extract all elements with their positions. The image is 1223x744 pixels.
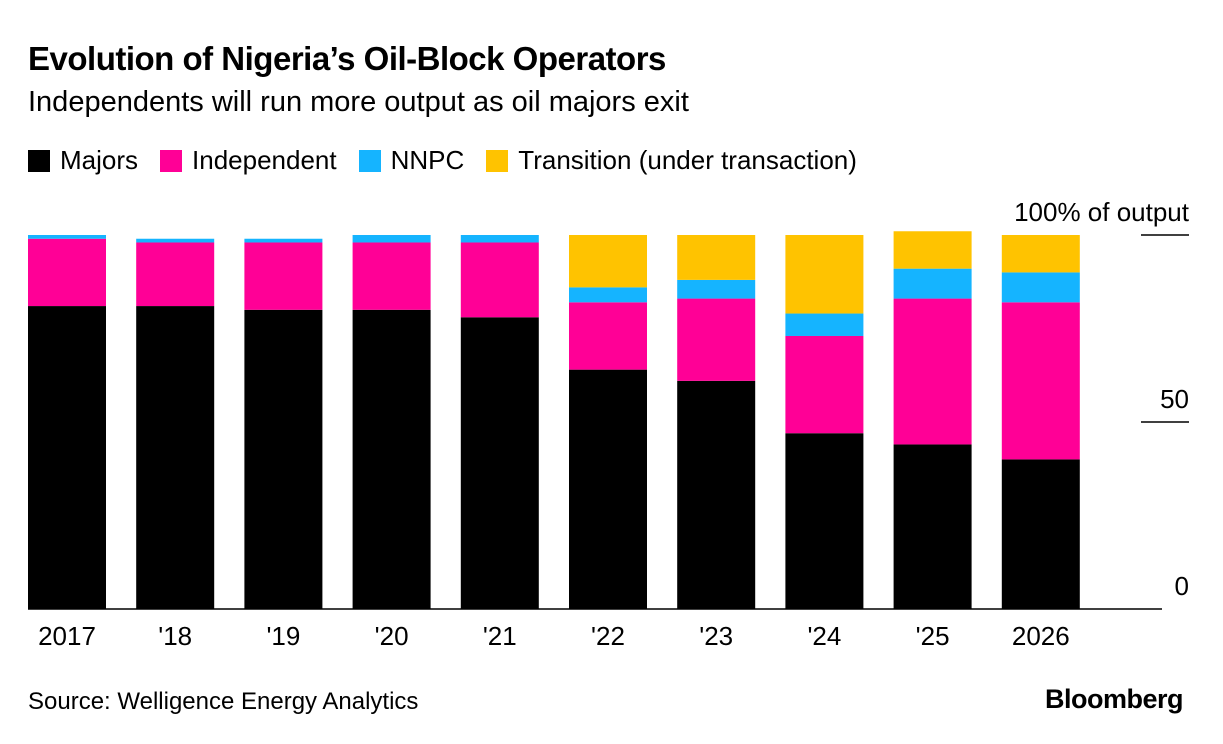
legend-swatch-nnpc <box>358 149 381 172</box>
legend-label-transition: Transition (under transaction) <box>518 145 857 175</box>
bar-segment-transition-8 <box>893 231 972 269</box>
bar-segment-nnpc-1 <box>136 238 215 243</box>
x-tick-label: '21 <box>483 621 517 651</box>
x-tick-label: '23 <box>699 621 733 651</box>
bar-segment-nnpc-5 <box>569 287 647 303</box>
bar-segment-transition-7 <box>785 235 864 314</box>
bar-segment-nnpc-3 <box>352 235 431 243</box>
bar-segment-transition-9 <box>1001 235 1080 273</box>
legend-swatch-majors <box>28 149 50 172</box>
x-tick-label: 2017 <box>38 621 96 651</box>
x-tick-label: '24 <box>807 621 841 651</box>
x-tick-label: '22 <box>591 621 625 651</box>
bar-segment-transition-5 <box>569 235 647 288</box>
bar-segment-majors-0 <box>28 306 106 609</box>
legend-swatch-transition <box>486 149 509 172</box>
bar-segment-independent-4 <box>460 242 539 318</box>
bar-segment-nnpc-0 <box>28 235 106 239</box>
bar-segment-majors-1 <box>136 306 215 609</box>
bar-segment-majors-7 <box>785 433 864 609</box>
x-tick-label: 2026 <box>1012 621 1070 651</box>
bar-segment-majors-6 <box>677 380 756 609</box>
bar-segment-independent-1 <box>136 242 215 307</box>
legend-item-nnpc: NNPC <box>358 145 465 176</box>
x-tick-label: '18 <box>158 621 192 651</box>
bar-segment-independent-5 <box>569 302 647 370</box>
bar-segment-majors-5 <box>569 369 647 609</box>
chart-title: Evolution of Nigeria’s Oil-Block Operato… <box>28 40 666 77</box>
legend-label-independent: Independent <box>192 145 337 175</box>
bar-segment-independent-9 <box>1001 302 1080 460</box>
legend-label-nnpc: NNPC <box>390 145 465 175</box>
x-tick-label: '20 <box>375 621 409 651</box>
y-tick-label: 50 <box>1160 384 1189 414</box>
bar-segment-nnpc-6 <box>677 279 756 299</box>
bar-segment-nnpc-8 <box>893 268 972 299</box>
bar-segment-majors-9 <box>1001 459 1080 609</box>
bar-segment-transition-6 <box>677 235 756 280</box>
bar-segment-nnpc-7 <box>785 313 864 336</box>
bar-segment-independent-2 <box>244 242 323 310</box>
bar-segment-independent-0 <box>28 238 106 307</box>
bar-segment-majors-2 <box>244 309 323 609</box>
y-tick-label: 100% of output <box>1014 197 1190 227</box>
legend-item-majors: Majors <box>28 145 138 176</box>
x-tick-label: '25 <box>916 621 950 651</box>
legend: Majors Independent NNPC Transition (unde… <box>28 145 879 176</box>
legend-label-majors: Majors <box>60 145 139 175</box>
bar-segment-independent-6 <box>677 298 756 381</box>
bar-segment-majors-8 <box>893 444 972 609</box>
legend-swatch-independent <box>160 149 183 172</box>
legend-item-transition: Transition (under transaction) <box>486 145 857 176</box>
y-tick-label: 0 <box>1175 571 1189 601</box>
bar-segment-nnpc-4 <box>460 235 539 243</box>
bar-segment-independent-8 <box>893 298 972 445</box>
legend-item-independent: Independent <box>160 145 337 176</box>
bar-segment-majors-3 <box>352 309 431 609</box>
x-tick-label: '19 <box>266 621 300 651</box>
bar-segment-independent-7 <box>785 335 864 434</box>
bar-segment-nnpc-9 <box>1001 272 1080 303</box>
chart-subtitle: Independents will run more output as oil… <box>28 86 689 118</box>
bar-segment-independent-3 <box>352 242 431 310</box>
bloomberg-logo: Bloomberg <box>1044 684 1184 714</box>
source-note: Source: Welligence Energy Analytics <box>28 688 419 715</box>
bar-segment-majors-4 <box>460 317 539 609</box>
bar-segment-nnpc-2 <box>244 238 323 243</box>
